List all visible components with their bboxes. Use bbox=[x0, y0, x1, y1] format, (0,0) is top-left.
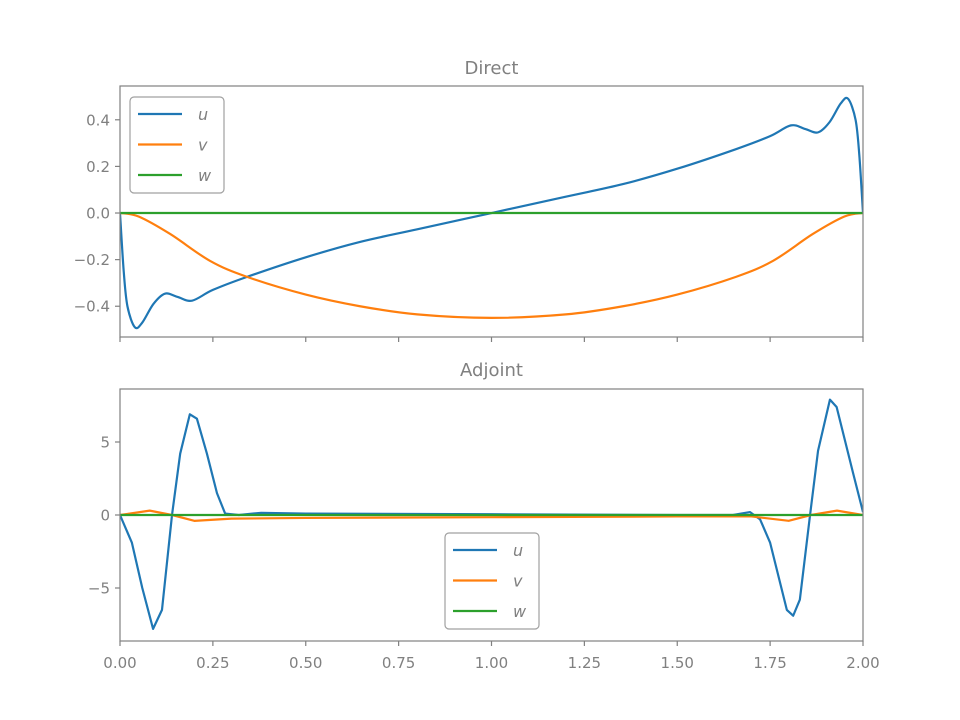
x-tick-label: 1.75 bbox=[753, 654, 786, 672]
x-tick-label: 2.00 bbox=[846, 654, 879, 672]
x-tick-label: 0.25 bbox=[196, 654, 229, 672]
x-tick-label: 0.00 bbox=[103, 654, 136, 672]
direct-title: Direct bbox=[465, 58, 519, 79]
direct-axes: Direct −0.4 −0.2 0.0 0.2 0.4 uvw bbox=[74, 58, 864, 342]
x-tick-label: 1.25 bbox=[568, 654, 601, 672]
y-tick-label: 0.2 bbox=[86, 158, 110, 176]
y-tick-label: 5 bbox=[100, 433, 110, 451]
x-tick-label: 1.00 bbox=[475, 654, 508, 672]
y-tick-label: 0.4 bbox=[86, 111, 110, 129]
y-tick-label: 0.0 bbox=[86, 205, 110, 223]
y-tick-label: 0 bbox=[100, 507, 110, 525]
y-tick-label: −0.4 bbox=[74, 298, 110, 316]
legend-label-w: w bbox=[513, 602, 527, 621]
legend-label-v: v bbox=[198, 136, 208, 155]
series-line-v bbox=[120, 211, 863, 319]
adjoint-axes: Adjoint 0.00 0.25 0.50 0.75 1.00 1.25 1.50 1.75… bbox=[88, 360, 880, 672]
x-tick-label: 0.50 bbox=[289, 654, 322, 672]
legend-label-w: w bbox=[198, 166, 212, 185]
y-tick-label: −0.2 bbox=[74, 251, 110, 269]
axes-frame bbox=[119, 85, 864, 338]
legend-label-u: u bbox=[198, 105, 208, 124]
y-tick-label: −5 bbox=[88, 580, 110, 598]
legend-label-v: v bbox=[513, 572, 523, 591]
legend: uvw bbox=[129, 96, 225, 194]
adjoint-title: Adjoint bbox=[460, 360, 523, 381]
legend: uvw bbox=[444, 532, 540, 630]
x-tick-label: 1.50 bbox=[661, 654, 694, 672]
legend-label-u: u bbox=[513, 541, 523, 560]
x-tick-label: 0.75 bbox=[382, 654, 415, 672]
